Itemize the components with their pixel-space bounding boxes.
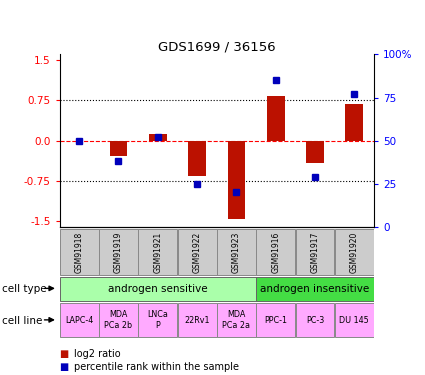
Bar xyxy=(149,134,167,141)
Text: GSM91917: GSM91917 xyxy=(311,231,320,273)
Text: androgen insensitive: androgen insensitive xyxy=(261,284,370,294)
FancyBboxPatch shape xyxy=(295,303,334,337)
Bar xyxy=(306,141,324,163)
Text: GSM91921: GSM91921 xyxy=(153,231,162,273)
Bar xyxy=(346,104,363,141)
Text: GSM91923: GSM91923 xyxy=(232,231,241,273)
FancyBboxPatch shape xyxy=(178,303,217,337)
Text: GSM91918: GSM91918 xyxy=(75,231,84,273)
FancyBboxPatch shape xyxy=(335,229,374,275)
Text: ■: ■ xyxy=(60,350,69,359)
FancyBboxPatch shape xyxy=(138,229,177,275)
Text: androgen sensitive: androgen sensitive xyxy=(108,284,207,294)
FancyBboxPatch shape xyxy=(335,303,374,337)
Bar xyxy=(110,141,128,156)
Text: cell line: cell line xyxy=(2,316,42,326)
Text: cell type: cell type xyxy=(2,285,47,294)
Text: MDA
PCa 2a: MDA PCa 2a xyxy=(222,310,250,330)
Bar xyxy=(227,141,245,219)
Text: GSM91920: GSM91920 xyxy=(350,231,359,273)
Text: percentile rank within the sample: percentile rank within the sample xyxy=(74,362,239,372)
Text: PPC-1: PPC-1 xyxy=(264,316,287,324)
Text: PC-3: PC-3 xyxy=(306,316,324,324)
Text: LNCa
P: LNCa P xyxy=(147,310,168,330)
FancyBboxPatch shape xyxy=(256,277,374,302)
Text: ■: ■ xyxy=(60,362,69,372)
Text: LAPC-4: LAPC-4 xyxy=(65,316,93,324)
Text: 22Rv1: 22Rv1 xyxy=(184,316,210,324)
Text: DU 145: DU 145 xyxy=(340,316,369,324)
FancyBboxPatch shape xyxy=(99,229,138,275)
FancyBboxPatch shape xyxy=(217,229,256,275)
Text: MDA
PCa 2b: MDA PCa 2b xyxy=(105,310,133,330)
FancyBboxPatch shape xyxy=(99,303,138,337)
FancyBboxPatch shape xyxy=(60,277,256,302)
Text: GSM91919: GSM91919 xyxy=(114,231,123,273)
Bar xyxy=(188,141,206,176)
FancyBboxPatch shape xyxy=(178,229,217,275)
FancyBboxPatch shape xyxy=(138,303,177,337)
FancyBboxPatch shape xyxy=(295,229,334,275)
FancyBboxPatch shape xyxy=(256,229,295,275)
Text: GSM91916: GSM91916 xyxy=(271,231,280,273)
FancyBboxPatch shape xyxy=(60,303,99,337)
FancyBboxPatch shape xyxy=(256,303,295,337)
FancyBboxPatch shape xyxy=(60,229,99,275)
Title: GDS1699 / 36156: GDS1699 / 36156 xyxy=(158,40,275,53)
FancyBboxPatch shape xyxy=(217,303,256,337)
Text: GSM91922: GSM91922 xyxy=(193,231,201,273)
Text: log2 ratio: log2 ratio xyxy=(74,350,121,359)
Bar xyxy=(267,96,285,141)
